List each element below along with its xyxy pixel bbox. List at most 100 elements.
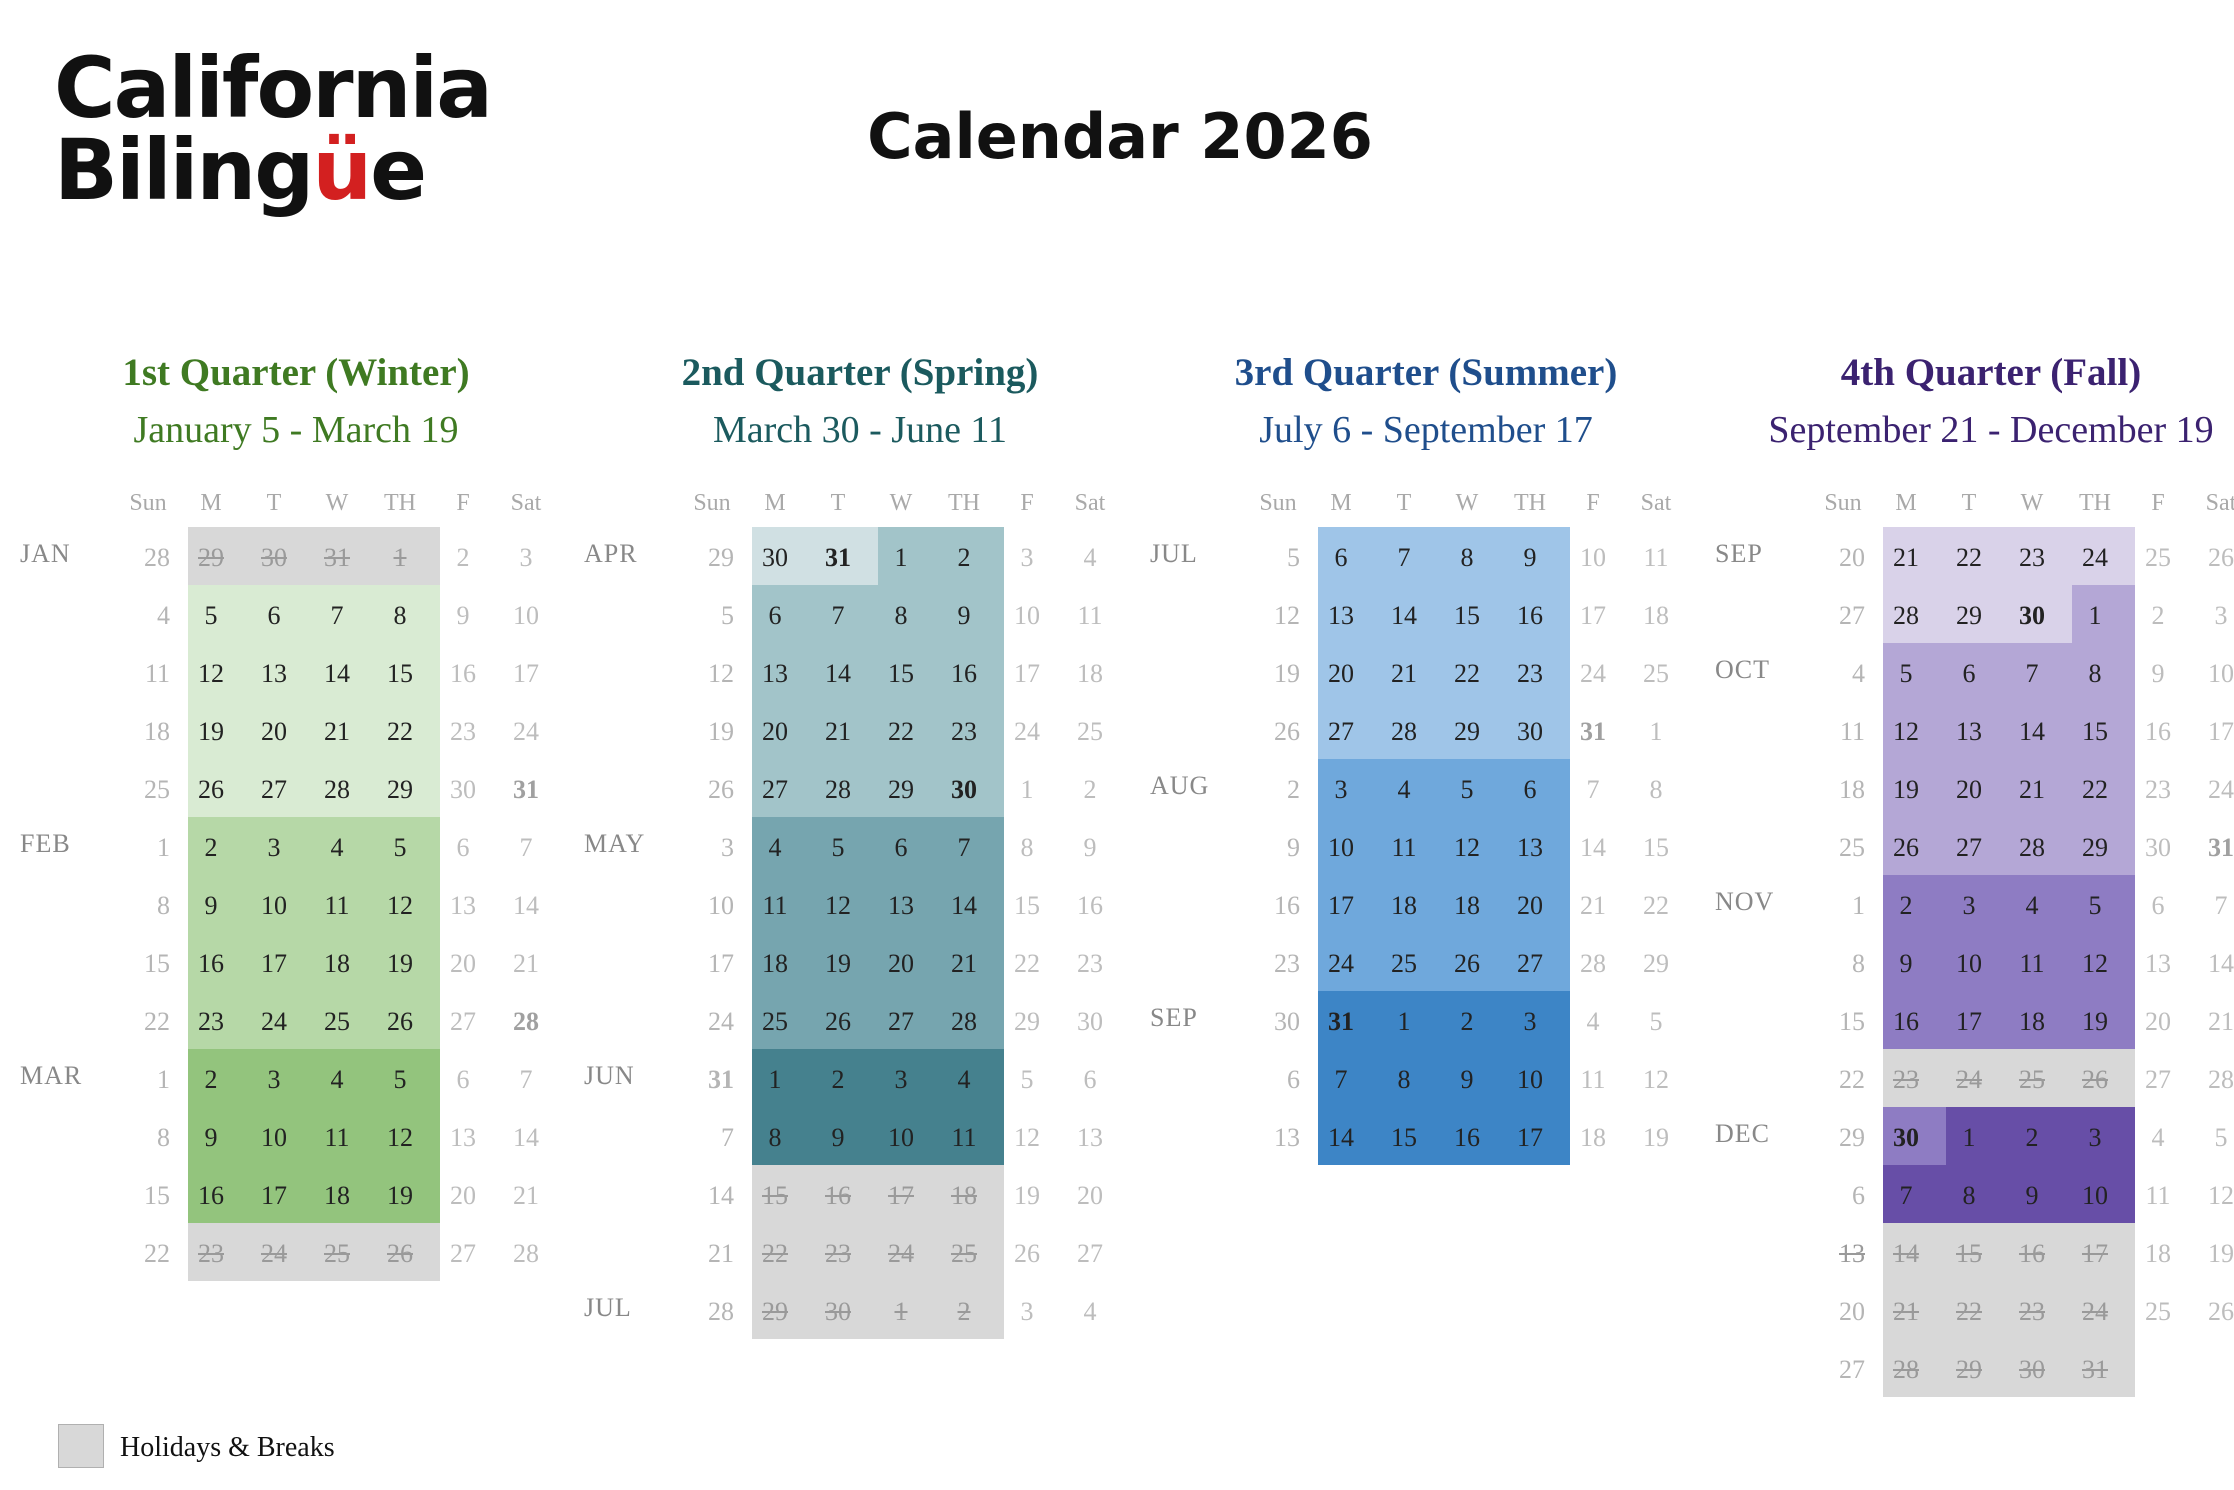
calendar-day: 27 <box>762 775 788 804</box>
calendar-day: 27 <box>450 1007 476 1036</box>
calendar-day: 10 <box>708 891 734 920</box>
calendar-day: 22 <box>1839 1065 1865 1094</box>
calendar-day: 14 <box>1893 1239 1919 1268</box>
calendar-day: 21 <box>513 949 539 978</box>
calendar-day: 23 <box>2019 543 2045 572</box>
quarter-title: 3rd Quarter (Summer) <box>1234 351 1618 394</box>
band-partial <box>1883 1107 1946 1165</box>
calendar-day: 5 <box>1649 1007 1663 1036</box>
weekday-header: M <box>764 490 786 516</box>
calendar-day: 30 <box>1077 1007 1103 1036</box>
calendar-day: 25 <box>324 1239 350 1268</box>
calendar-day: 31 <box>825 543 851 572</box>
calendar-day: 19 <box>2208 1239 2234 1268</box>
weekday-header: W <box>889 490 913 516</box>
calendar-day: 17 <box>1328 891 1354 920</box>
california-bilingue-logo: California Bilingüe <box>54 46 493 226</box>
calendar-day: 13 <box>450 891 476 920</box>
quarter-band <box>1318 991 1570 1165</box>
calendar-day: 31 <box>324 543 350 572</box>
calendar-day: 5 <box>2088 891 2102 920</box>
calendar-day: 24 <box>513 717 539 746</box>
calendar-day: 18 <box>762 949 788 978</box>
calendar-day: 5 <box>1020 1065 1034 1094</box>
calendar-day: 27 <box>2145 1065 2171 1094</box>
calendar-day: 8 <box>1020 833 1034 862</box>
calendar-day: 2 <box>204 1065 218 1094</box>
calendar-day: 28 <box>825 775 851 804</box>
calendar-day: 27 <box>1517 949 1543 978</box>
calendar-day: 18 <box>1454 891 1480 920</box>
calendar-day: 11 <box>2145 1181 2171 1210</box>
calendar-day: 24 <box>1014 717 1040 746</box>
quarter-band <box>188 527 440 585</box>
weekday-header: F <box>456 490 470 516</box>
calendar-day: 29 <box>1454 717 1480 746</box>
calendar-day: 7 <box>721 1123 734 1152</box>
calendar-day: 15 <box>1454 601 1480 630</box>
weekday-header: M <box>200 490 222 516</box>
calendar-day: 18 <box>324 949 350 978</box>
month-label: SEP <box>1150 1003 1198 1032</box>
calendar-day: 6 <box>267 601 281 630</box>
weekday-header: Sat <box>2205 490 2234 516</box>
legend-swatch-holidays <box>58 1424 104 1468</box>
logo-line-1: California <box>54 39 493 137</box>
calendar-day: 4 <box>1397 775 1411 804</box>
calendar-day: 20 <box>1956 775 1982 804</box>
calendar-day: 27 <box>1839 601 1865 630</box>
quarter-title: 4th Quarter (Fall) <box>1840 351 2142 394</box>
calendar-day: 17 <box>261 1181 287 1210</box>
calendar-day: 9 <box>2025 1181 2039 1210</box>
calendar-day: 3 <box>1334 775 1348 804</box>
weekday-header: Sat <box>1074 490 1106 516</box>
calendar-day: 8 <box>1397 1065 1411 1094</box>
calendar-day: 17 <box>888 1181 914 1210</box>
calendar-day: 4 <box>768 833 782 862</box>
calendar-day: 16 <box>450 659 476 688</box>
calendar-day: 1 <box>1962 1123 1976 1152</box>
calendar-day: 22 <box>144 1007 170 1036</box>
calendar-day: 10 <box>1517 1065 1543 1094</box>
calendar-day: 20 <box>261 717 287 746</box>
calendar-day: 31 <box>2208 833 2234 862</box>
calendar-day: 27 <box>450 1239 476 1268</box>
calendar-day: 13 <box>762 659 788 688</box>
calendar-day: 2 <box>2025 1123 2039 1152</box>
calendar-day: 8 <box>157 891 170 920</box>
month-label: FEB <box>20 829 71 858</box>
calendar-day: 6 <box>456 833 470 862</box>
calendar-day: 26 <box>198 775 224 804</box>
calendar-day: 4 <box>330 833 344 862</box>
calendar-day: 3 <box>1020 543 1034 572</box>
calendar-day: 4 <box>157 601 170 630</box>
calendar-day: 2 <box>1083 775 1097 804</box>
calendar-day: 2 <box>1287 775 1300 804</box>
calendar-day: 30 <box>825 1297 851 1326</box>
weekday-header: Sun <box>693 490 731 516</box>
calendar-day: 5 <box>1460 775 1474 804</box>
calendar-day: 19 <box>708 717 734 746</box>
quarter-band <box>1318 759 1570 991</box>
calendar-day: 26 <box>2082 1065 2108 1094</box>
calendar-day: 12 <box>1014 1123 1040 1152</box>
quarter-title: 1st Quarter (Winter) <box>122 351 470 394</box>
calendar-day: 25 <box>1643 659 1669 688</box>
calendar-day: 4 <box>2025 891 2039 920</box>
calendar-day: 13 <box>888 891 914 920</box>
calendar-day: 30 <box>2145 833 2171 862</box>
calendar-day: 7 <box>330 601 344 630</box>
calendar-day: 6 <box>1962 659 1976 688</box>
calendar-day: 29 <box>1014 1007 1040 1036</box>
calendar-day: 6 <box>1852 1181 1865 1210</box>
weekday-header: Sat <box>510 490 542 516</box>
calendar-day: 23 <box>951 717 977 746</box>
calendar-day: 25 <box>2145 543 2171 572</box>
month-label: AUG <box>1150 771 1210 800</box>
band-tail <box>2072 585 2135 643</box>
calendar-day: 9 <box>957 601 971 630</box>
calendar-day: 21 <box>513 1181 539 1210</box>
calendar-day: 29 <box>1643 949 1669 978</box>
month-label: JUN <box>584 1061 635 1090</box>
calendar-day: 7 <box>1586 775 1600 804</box>
